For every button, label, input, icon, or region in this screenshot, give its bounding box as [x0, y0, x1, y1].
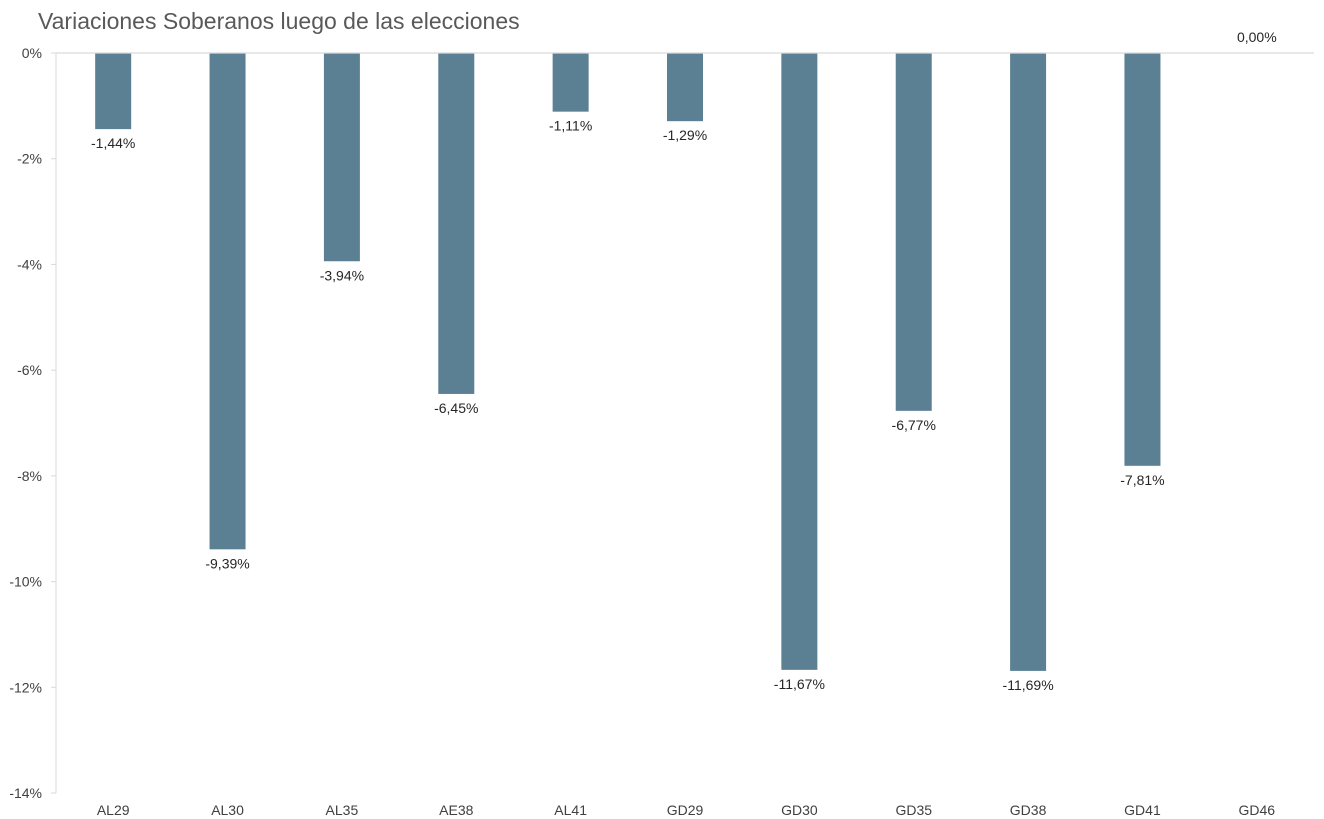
x-tick-label: AE38 [439, 802, 473, 818]
bar-ae38 [438, 53, 475, 394]
data-label-gd46: 0,00% [1237, 29, 1277, 45]
y-tick-label: 0% [22, 45, 42, 61]
data-label-gd35: -6,77% [892, 417, 936, 433]
x-tick-label: AL30 [211, 802, 244, 818]
data-label-gd29: -1,29% [663, 127, 707, 143]
bar-al29 [95, 53, 132, 130]
y-tick-label: -6% [17, 362, 42, 378]
bar-gd41 [1124, 53, 1161, 466]
x-tick-label: AL41 [554, 802, 587, 818]
bar-al35 [323, 53, 360, 262]
data-label-al41: -1,11% [549, 118, 592, 134]
x-tick-label: GD29 [667, 802, 704, 818]
y-tick-label: -10% [9, 574, 42, 590]
y-tick-label: -8% [17, 468, 42, 484]
chart-title: Variaciones Soberanos luego de las elecc… [38, 8, 520, 34]
data-label-gd41: -7,81% [1120, 472, 1164, 488]
data-label-al29: -1,44% [91, 135, 135, 151]
bar-gd35 [895, 53, 932, 411]
x-tick-label: GD41 [1124, 802, 1161, 818]
data-label-al30: -9,39% [205, 555, 249, 571]
x-tick-label: AL29 [97, 802, 130, 818]
bar-gd29 [667, 53, 703, 122]
bar-gd38 [1010, 53, 1047, 671]
x-tick-label: GD35 [895, 802, 932, 818]
x-tick-label: GD30 [781, 802, 818, 818]
y-tick-label: -2% [17, 151, 42, 167]
y-tick-label: -14% [9, 785, 42, 801]
data-label-gd38: -11,69% [1003, 677, 1054, 693]
data-label-al35: -3,94% [320, 267, 364, 283]
x-tick-label: GD38 [1010, 802, 1047, 818]
bar-gd30 [781, 53, 818, 670]
bar-al30 [209, 53, 246, 550]
data-label-ae38: -6,45% [434, 400, 478, 416]
y-tick-label: -12% [9, 679, 42, 695]
bar-al41 [552, 53, 589, 112]
y-tick-label: -4% [17, 256, 42, 272]
x-tick-label: AL35 [326, 802, 359, 818]
x-tick-label: GD46 [1239, 802, 1276, 818]
data-label-gd30: -11,67% [774, 676, 825, 692]
